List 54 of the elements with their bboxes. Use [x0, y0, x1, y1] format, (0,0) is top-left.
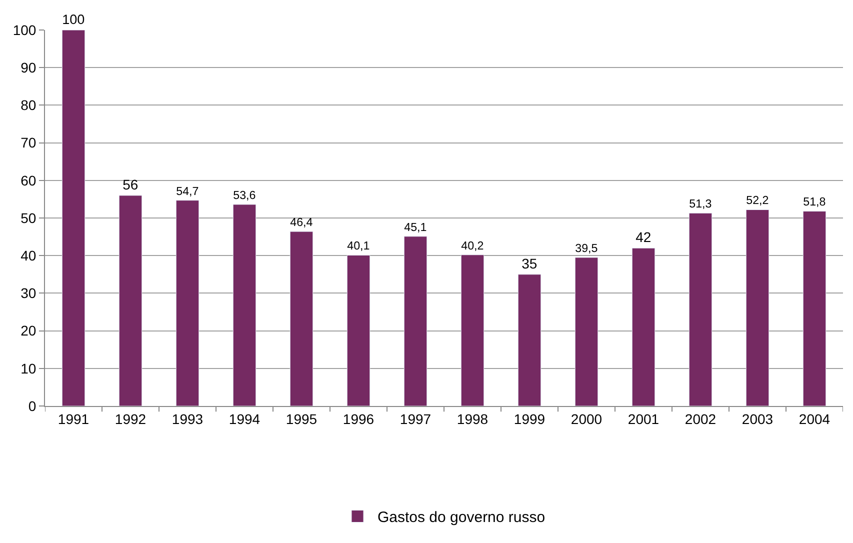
- x-tick-label: 1995: [286, 410, 318, 427]
- bar: [802, 210, 826, 406]
- x-tick-label: 1996: [342, 410, 374, 427]
- y-tick-label: 90: [20, 60, 36, 76]
- x-tick-label: 2001: [628, 410, 660, 427]
- bar: [290, 231, 314, 406]
- bar: [176, 200, 200, 406]
- y-tick-label: 30: [20, 285, 36, 302]
- bar: [460, 254, 484, 406]
- x-tick-label: 2002: [684, 410, 716, 427]
- y-tick-label: 10: [20, 360, 36, 376]
- data-label: 52,2: [746, 194, 769, 208]
- y-tick-label: 80: [20, 97, 36, 114]
- y-tick-label: 100: [12, 22, 36, 38]
- x-tick-label: 1994: [228, 410, 260, 427]
- bar: [518, 274, 542, 406]
- data-label: 51,8: [803, 196, 826, 209]
- x-tick-label: 2000: [570, 410, 602, 427]
- bar: [118, 195, 142, 406]
- y-tick-label: 40: [20, 248, 36, 264]
- legend-label: Gastos do governo russo: [378, 509, 546, 526]
- bar: [632, 248, 656, 406]
- data-label: 56: [122, 176, 138, 192]
- data-label: 100: [62, 12, 85, 28]
- data-label: 46,4: [290, 216, 314, 230]
- bar: [746, 209, 770, 406]
- y-tick-label: 0: [28, 398, 36, 414]
- data-label: 40,2: [461, 239, 484, 252]
- x-tick-label: 1998: [456, 410, 488, 427]
- x-tick-label: 2004: [798, 410, 830, 427]
- bar: [404, 236, 428, 406]
- x-tick-label: 1991: [58, 410, 90, 427]
- x-tick-label: 1992: [114, 410, 146, 427]
- x-tick-label: 2003: [742, 410, 774, 427]
- y-tick-label: 50: [20, 210, 36, 226]
- y-tick-label: 60: [20, 172, 36, 188]
- bar: [688, 212, 712, 406]
- bar: [232, 204, 256, 406]
- data-label: 54,7: [176, 184, 199, 198]
- data-label: 53,6: [233, 188, 256, 202]
- y-tick-label: 20: [20, 322, 36, 339]
- bar: [62, 30, 86, 406]
- data-label: 51,3: [689, 198, 712, 211]
- data-label: 35: [522, 255, 538, 272]
- x-tick-label: 1999: [514, 410, 546, 427]
- data-label: 45,1: [404, 220, 427, 234]
- bar: [574, 257, 598, 406]
- data-label: 42: [636, 229, 652, 246]
- x-tick-label: 1993: [172, 410, 204, 427]
- x-tick-label: 1997: [400, 410, 432, 427]
- data-label: 40,1: [347, 240, 370, 253]
- bar: [346, 254, 370, 406]
- y-tick-label: 70: [20, 134, 36, 151]
- data-label: 39,5: [575, 242, 598, 255]
